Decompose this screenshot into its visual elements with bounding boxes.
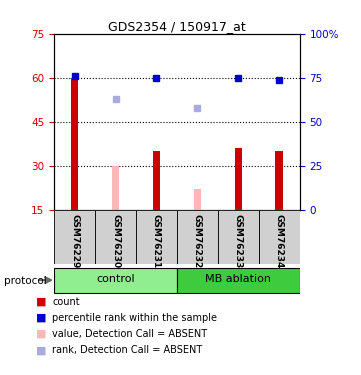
Text: GSM76232: GSM76232 bbox=[193, 214, 202, 268]
Bar bbox=[54, 210, 95, 264]
Bar bbox=[235, 148, 242, 210]
Text: MB ablation: MB ablation bbox=[205, 274, 271, 284]
Text: GSM76229: GSM76229 bbox=[70, 214, 79, 269]
Text: GSM76230: GSM76230 bbox=[111, 214, 120, 268]
Text: ■: ■ bbox=[36, 329, 47, 339]
Text: count: count bbox=[52, 297, 80, 307]
Text: protocol: protocol bbox=[4, 276, 46, 285]
Bar bbox=[275, 151, 283, 210]
Text: GSM76234: GSM76234 bbox=[275, 214, 284, 269]
Text: percentile rank within the sample: percentile rank within the sample bbox=[52, 313, 217, 323]
Bar bbox=[95, 210, 136, 264]
Text: ■: ■ bbox=[36, 313, 47, 323]
Text: GSM76233: GSM76233 bbox=[234, 214, 243, 268]
Bar bbox=[218, 210, 259, 264]
Bar bbox=[193, 189, 201, 210]
Bar bbox=[259, 210, 300, 264]
Text: ■: ■ bbox=[36, 297, 47, 307]
Bar bbox=[177, 268, 300, 293]
Bar bbox=[71, 78, 78, 210]
Text: rank, Detection Call = ABSENT: rank, Detection Call = ABSENT bbox=[52, 345, 203, 355]
Text: control: control bbox=[96, 274, 135, 284]
Bar bbox=[153, 151, 160, 210]
Bar bbox=[54, 268, 177, 293]
Bar bbox=[136, 210, 177, 264]
Text: value, Detection Call = ABSENT: value, Detection Call = ABSENT bbox=[52, 329, 208, 339]
Title: GDS2354 / 150917_at: GDS2354 / 150917_at bbox=[108, 20, 246, 33]
Bar bbox=[177, 210, 218, 264]
Bar bbox=[112, 166, 119, 210]
Text: GSM76231: GSM76231 bbox=[152, 214, 161, 268]
Text: ■: ■ bbox=[36, 345, 47, 355]
